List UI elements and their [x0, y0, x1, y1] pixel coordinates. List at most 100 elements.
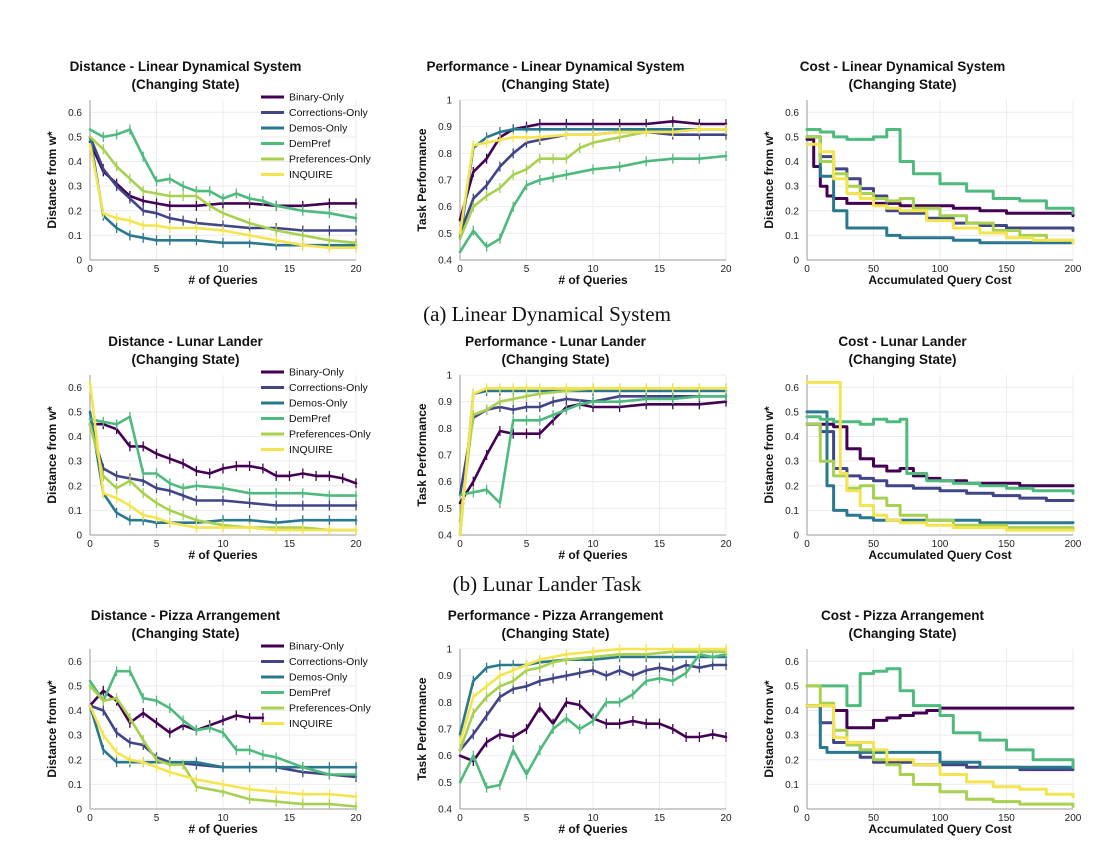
y-tick-label: 0.5: [68, 681, 82, 692]
chart-panel: Cost - Lunar Lander (Changing State) 0 0.1 0…: [725, 330, 1082, 575]
chart-svg: 0.40.50.60.70.80.910 5 10 15 20# of QueriesT…: [415, 96, 732, 288]
series-line: [458, 128, 728, 235]
chart-panel: Distance - Pizza Arrangement (Changing St…: [8, 604, 371, 849]
x-axis-label: # of Queries: [558, 273, 628, 287]
x-axis-label: # of Queries: [188, 548, 258, 562]
caption-a: (a) Linear Dynamical System: [423, 302, 671, 326]
series-line: [458, 130, 728, 235]
chart-title: Performance - Pizza Arrangement: [447, 608, 664, 623]
x-tick-label: 0: [457, 813, 463, 824]
series-line: [458, 395, 728, 505]
x-tick-label: 5: [524, 813, 530, 824]
chart-panel: Performance - Linear Dynamical System (Ch…: [378, 55, 733, 300]
x-tick-label: 10: [587, 539, 599, 550]
chart-svg: 0 0.1 0.2 0.3 0.4 0.5 0.6 0 5 10 15 20 # of Queries D…: [45, 367, 371, 563]
chart-svg: 0.40.50.60.70.80.910 5 10 15 20# of QueriesT…: [415, 644, 732, 836]
chart-panel: Distance - Lunar Lander (Changing State) 0…: [8, 330, 371, 575]
y-tick-label: 0.4: [438, 805, 452, 816]
x-tick-label: 200: [1065, 539, 1082, 550]
x-tick-label: 200: [1065, 813, 1082, 824]
y-tick-label: 0.4: [438, 256, 452, 267]
x-tick-label: 20: [720, 539, 732, 550]
series-line: [458, 387, 728, 537]
y-axis-label: Distance from w*: [45, 406, 59, 504]
x-axis-label: # of Queries: [188, 273, 258, 287]
y-tick-label: 0.3: [785, 182, 799, 193]
x-tick-label: 5: [154, 813, 160, 824]
legend-label: DemPref: [289, 138, 331, 150]
y-axis-label: Distance from w*: [762, 131, 776, 229]
y-tick-label: 0.6: [68, 383, 82, 394]
x-tick-label: 0: [87, 539, 93, 550]
legend-label: Corrections-Only: [289, 382, 369, 394]
y-tick-label: 0.1: [785, 231, 799, 242]
x-tick-label: 150: [998, 813, 1015, 824]
y-tick-label: 1: [446, 645, 452, 656]
chart-title: Performance - Lunar Lander: [465, 334, 646, 349]
chart-title: (Changing State): [131, 352, 240, 367]
y-tick-label: 0.3: [68, 457, 82, 468]
series-line: [805, 684, 1075, 808]
chart-panel: Performance - Lunar Lander (Changing Stat…: [378, 330, 733, 575]
y-tick-label: 1: [446, 96, 452, 107]
x-tick-label: 50: [868, 813, 880, 824]
y-tick-label: 0.8: [438, 424, 452, 435]
chart-title: (Changing State): [501, 626, 610, 641]
series-line: [88, 410, 358, 524]
legend-label: DemPref: [289, 413, 331, 425]
y-tick-label: 0.4: [785, 157, 799, 168]
x-axis-label: # of Queries: [188, 822, 258, 836]
y-tick-label: 0.7: [438, 176, 452, 187]
caption-b: (b) Lunar Lander Task: [452, 572, 642, 596]
chart-panel: Cost - Pizza Arrangement (Changing State)…: [725, 604, 1082, 849]
y-tick-label: 0: [793, 805, 799, 816]
legend-label: Corrections-Only: [289, 107, 369, 119]
y-tick-label: 0.4: [785, 432, 799, 443]
y-tick-label: 0.9: [438, 397, 452, 408]
y-tick-label: 0.4: [68, 157, 82, 168]
y-tick-label: 0.6: [785, 108, 799, 119]
x-tick-label: 20: [720, 264, 732, 275]
x-tick-label: 5: [154, 539, 160, 550]
legend-label: Binary-Only: [289, 92, 345, 104]
x-tick-label: 0: [804, 264, 810, 275]
y-axis-label: Task Performance: [415, 128, 429, 231]
y-tick-label: 0.3: [785, 457, 799, 468]
x-tick-label: 10: [587, 813, 599, 824]
x-tick-label: 15: [284, 813, 296, 824]
x-tick-label: 15: [654, 813, 666, 824]
y-tick-label: 0.2: [785, 755, 799, 766]
x-tick-label: 10: [587, 264, 599, 275]
y-tick-label: 0.5: [785, 681, 799, 692]
series-line: [805, 380, 1075, 532]
x-tick-label: 20: [720, 813, 732, 824]
x-tick-label: 15: [654, 264, 666, 275]
y-tick-label: 0.1: [785, 780, 799, 791]
y-tick-label: 0: [76, 531, 82, 542]
series-line: [805, 410, 1075, 525]
series-line: [458, 128, 728, 240]
legend-label: Demos-Only: [289, 398, 348, 410]
series-line: [88, 689, 265, 734]
x-axis-label: # of Queries: [558, 822, 628, 836]
series-line: [805, 422, 1075, 502]
legend-label: DemPref: [289, 687, 331, 699]
y-tick-label: 0.6: [438, 477, 452, 488]
legend-label: Binary-Only: [289, 367, 345, 379]
y-tick-label: 0.6: [68, 657, 82, 668]
y-tick-label: 0.5: [785, 132, 799, 143]
y-tick-label: 0: [793, 531, 799, 542]
x-tick-label: 20: [350, 813, 362, 824]
y-tick-label: 0.2: [785, 481, 799, 492]
y-tick-label: 0.5: [785, 407, 799, 418]
y-tick-label: 0.7: [438, 725, 452, 736]
chart-svg: 0 0.1 0.2 0.3 0.4 0.5 0.6 0 50 100 150 200 Accumulat…: [762, 649, 1082, 836]
legend-label: Corrections-Only: [289, 656, 369, 668]
legend-label: INQUIRE: [289, 718, 333, 730]
x-tick-label: 100: [932, 813, 949, 824]
y-tick-label: 0.7: [438, 451, 452, 462]
y-tick-label: 0.2: [68, 206, 82, 217]
x-tick-label: 150: [998, 264, 1015, 275]
y-tick-label: 0.1: [68, 780, 82, 791]
y-tick-label: 0.5: [438, 229, 452, 240]
